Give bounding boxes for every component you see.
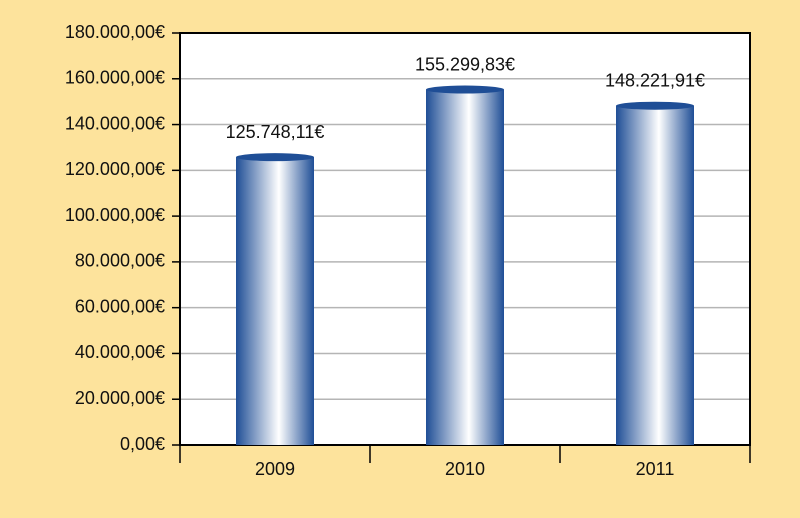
y-tick-label: 80.000,00€ [75, 251, 165, 271]
value-label: 148.221,91€ [605, 70, 705, 90]
y-tick-label: 180.000,00€ [65, 22, 165, 42]
x-tick-label: 2011 [636, 459, 675, 479]
y-tick-label: 100.000,00€ [65, 205, 165, 225]
bar [616, 105, 694, 446]
y-tick-label: 20.000,00€ [75, 388, 165, 408]
x-tick-label: 2009 [255, 459, 295, 479]
bar-cap [426, 85, 504, 94]
y-tick-label: 120.000,00€ [65, 159, 165, 179]
y-tick-label: 40.000,00€ [75, 342, 165, 362]
bar [426, 89, 504, 445]
value-label: 125.748,11€ [226, 122, 325, 142]
y-tick-label: 0,00€ [120, 434, 165, 454]
bar-cap [616, 101, 694, 110]
bar [236, 157, 314, 445]
y-tick-label: 60.000,00€ [75, 296, 165, 316]
x-tick-label: 2010 [445, 459, 485, 479]
y-tick-label: 140.000,00€ [65, 113, 165, 133]
value-label: 155.299,83€ [415, 54, 515, 74]
y-tick-label: 160.000,00€ [65, 68, 165, 88]
bar-cap [236, 153, 314, 162]
